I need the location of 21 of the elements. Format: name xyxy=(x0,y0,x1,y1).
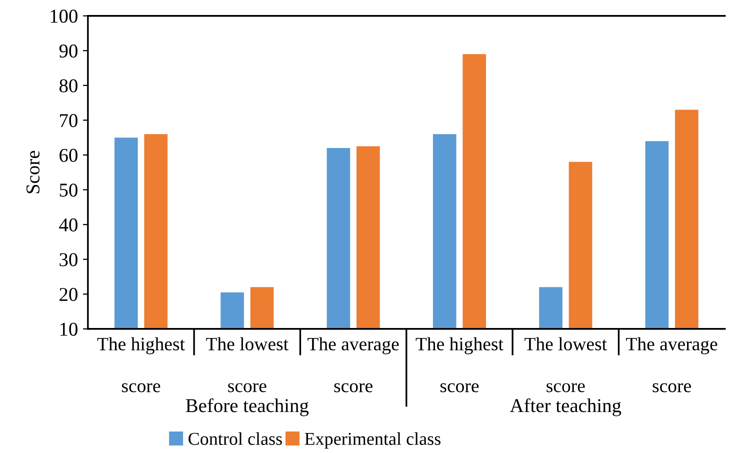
category-label: The average score xyxy=(626,337,718,392)
category-label: The highest score xyxy=(416,337,504,392)
y-tick-label: 30 xyxy=(60,253,78,266)
category-label: The highest score xyxy=(97,337,185,392)
legend-label: Control class xyxy=(188,432,282,445)
y-tick-label: 50 xyxy=(60,184,78,197)
y-tick-label: 100 xyxy=(50,10,78,23)
y-tick-label: 70 xyxy=(60,114,78,128)
y-tick-label: 40 xyxy=(59,218,78,232)
y-tick-label: 80 xyxy=(59,79,78,92)
y-tick-label: 60 xyxy=(60,148,78,162)
text: After teaching xyxy=(510,398,622,416)
category-label: The average score xyxy=(308,337,399,392)
y-axis-title: Score xyxy=(26,150,40,194)
category-label: The lowest score xyxy=(206,337,288,392)
y-tick-label: 90 xyxy=(59,44,78,58)
y-tick-label: 20 xyxy=(60,288,78,302)
legend-label: Experimental class xyxy=(304,432,440,449)
text: Before teaching xyxy=(186,398,309,416)
y-tick-label: 10 xyxy=(60,322,78,336)
category-label: The lowest score xyxy=(524,337,607,392)
